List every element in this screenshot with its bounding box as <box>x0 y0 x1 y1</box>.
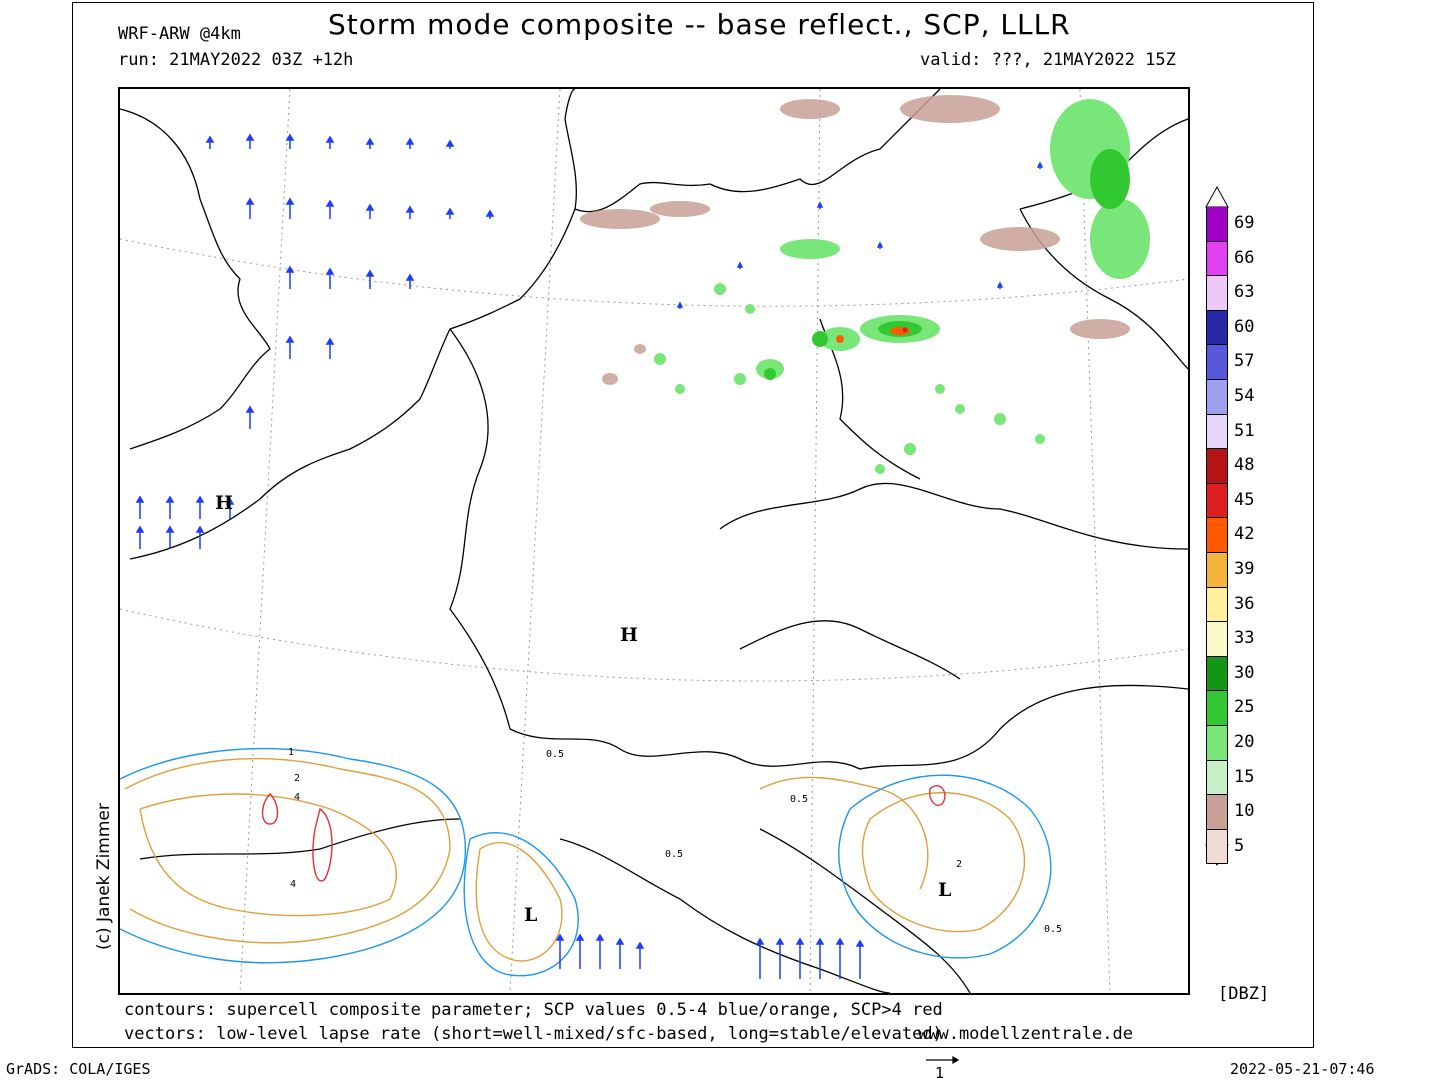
colorbar-level-label: 66 <box>1234 247 1255 268</box>
colorbar-level-label: 54 <box>1234 386 1255 406</box>
colorbar-swatch <box>1206 760 1228 796</box>
high-pressure-label-central: H <box>620 624 638 646</box>
colorbar-swatch <box>1206 656 1228 692</box>
colorbar-level-label: 30 <box>1234 662 1255 683</box>
website-label: www.modellzentrale.de <box>918 1024 1133 1044</box>
colorbar-level-label: 20 <box>1234 732 1255 752</box>
colorbar-swatch <box>1206 726 1228 761</box>
colorbar-level-label: 60 <box>1234 316 1255 337</box>
colorbar-level-label: 25 <box>1234 697 1255 718</box>
low-pressure-label-adriatic: L <box>938 879 952 901</box>
contour-label: 0.5 <box>665 849 684 860</box>
graticule <box>120 89 1188 993</box>
colorbar-swatch <box>1206 622 1228 657</box>
colorbar-level-label: 69 <box>1234 213 1255 233</box>
colorbar-swatch <box>1206 449 1228 484</box>
credit-label: (c) Janek Zimmer <box>94 803 114 950</box>
colorbar-level-label: 36 <box>1234 593 1255 614</box>
colorbar-swatch <box>1206 691 1228 726</box>
colorbar-swatch <box>1206 345 1228 380</box>
map-canvas <box>120 89 1188 993</box>
scp-contours <box>120 747 1052 977</box>
contours-note: contours: supercell composite parameter;… <box>124 1000 943 1020</box>
colorbar-swatch <box>1206 553 1228 588</box>
contour-label: 0.5 <box>546 749 565 760</box>
contour-label: 1 <box>288 747 295 758</box>
colorbar-swatch <box>1206 380 1228 415</box>
colorbar-level-label: 5 <box>1234 835 1245 856</box>
colorbar-level-label: 10 <box>1234 801 1255 822</box>
low-pressure-label-gulf: L <box>524 904 538 926</box>
valid-label: valid: ???, 21MAY2022 15Z <box>920 50 1176 70</box>
colorbar-swatch <box>1206 310 1228 346</box>
contour-label: 0.5 <box>1044 924 1063 935</box>
high-pressure-label-west: H <box>215 492 233 514</box>
lapse-rate-vectors <box>135 133 1044 979</box>
contour-label: 0.5 <box>790 794 809 805</box>
colorbar-unit: [DBZ] <box>1218 984 1270 1004</box>
contour-label: 2 <box>294 773 301 784</box>
colorbar-level-label: 57 <box>1234 351 1255 372</box>
colorbar-swatch <box>1206 483 1228 519</box>
plot-frame <box>72 2 1314 1048</box>
colorbar-top-arrow <box>1205 185 1229 208</box>
reference-vector-label: 1 <box>935 1064 945 1082</box>
reference-vector-arrow <box>926 1055 960 1065</box>
colorbar-level-label: 48 <box>1234 455 1255 476</box>
vectors-note: vectors: low-level lapse rate (short=wel… <box>124 1024 943 1044</box>
reflectivity-cells <box>580 95 1150 474</box>
colorbar-level-label: 63 <box>1234 282 1255 303</box>
timestamp-label: 2022-05-21-07:46 <box>1230 1060 1375 1078</box>
model-label: WRF-ARW @4km <box>118 24 241 44</box>
colorbar-swatch <box>1206 518 1228 553</box>
run-label: run: 21MAY2022 03Z +12h <box>118 50 354 70</box>
colorbar-swatch <box>1206 829 1228 865</box>
colorbar-level-label: 33 <box>1234 628 1255 649</box>
colorbar-swatch <box>1206 276 1228 311</box>
colorbar-level-label: 15 <box>1234 766 1255 787</box>
colorbar-level-label: 51 <box>1234 420 1255 441</box>
colorbar-level-label: 39 <box>1234 559 1255 579</box>
weather-map: H H L L 1 2 4 0.5 0.5 0.5 2 4 0.5 <box>118 87 1190 995</box>
contour-label: 4 <box>294 792 301 803</box>
grads-label: GrADS: COLA/IGES <box>6 1060 151 1078</box>
chart-title: Storm mode composite -- base reflect., S… <box>328 8 1071 41</box>
coastlines-borders <box>120 89 1188 993</box>
contour-label: 4 <box>290 879 297 890</box>
colorbar-swatch <box>1206 414 1228 450</box>
contour-label: 2 <box>956 859 963 870</box>
colorbar-swatch <box>1206 207 1228 242</box>
colorbar-swatch <box>1206 241 1228 277</box>
colorbar-level-label: 45 <box>1234 489 1255 510</box>
colorbar-swatch <box>1206 587 1228 623</box>
colorbar-level-label: 42 <box>1234 524 1255 545</box>
colorbar-swatch <box>1206 795 1228 830</box>
